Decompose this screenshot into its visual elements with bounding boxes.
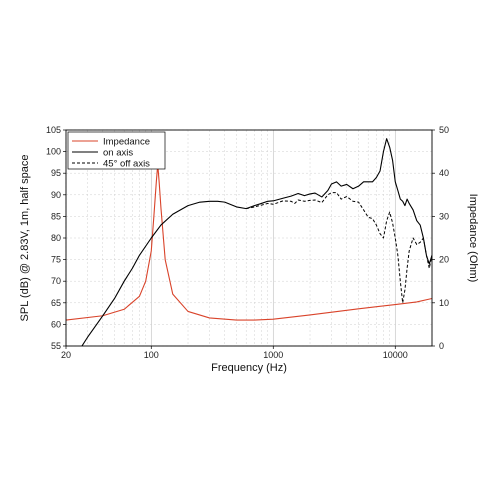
legend: Impedance on axis 45° off axis <box>67 131 166 170</box>
y-left-axis-title: SPL (dB) @ 2.83V, 1m, half space <box>19 155 31 322</box>
y-right-tick-label: 0 <box>439 341 444 351</box>
x-tick-label: 1000 <box>263 350 283 360</box>
y-left-tick-label: 100 <box>46 147 61 157</box>
off-axis-45-curve <box>246 192 432 304</box>
impedance-curve <box>66 164 432 321</box>
y-right-tick-label: 10 <box>439 298 449 308</box>
series-layer <box>66 138 432 346</box>
y-left-tick-label: 105 <box>46 125 61 135</box>
y-right-axis-title: Impedance (Ohm) <box>467 194 479 283</box>
y-left-tick-label: 55 <box>51 341 61 351</box>
y-left-tick-label: 85 <box>51 211 61 221</box>
y-left-tick-label: 60 <box>51 319 61 329</box>
y-left-tick-label: 95 <box>51 168 61 178</box>
tick-layer: 55 60 65 70 75 80 85 90 95 100 105 0 10 20 30 40 50 20 100… <box>46 125 449 360</box>
x-tick-label: 100 <box>144 350 159 360</box>
x-tick-label: 10000 <box>383 350 408 360</box>
y-left-tick-label: 70 <box>51 276 61 286</box>
y-right-tick-label: 30 <box>439 211 449 221</box>
legend-label-impedance: Impedance <box>103 137 150 148</box>
x-tick-label: 20 <box>61 350 71 360</box>
y-right-tick-label: 40 <box>439 168 449 178</box>
y-right-tick-label: 20 <box>439 255 449 265</box>
x-axis-title: Frequency (Hz) <box>211 362 287 374</box>
legend-label-off-axis: 45° off axis <box>103 159 150 170</box>
y-left-tick-label: 90 <box>51 190 61 200</box>
legend-label-on-axis: on axis <box>103 148 133 159</box>
on-axis-curve <box>81 138 432 346</box>
y-left-tick-label: 80 <box>51 233 61 243</box>
y-right-tick-label: 50 <box>439 125 449 135</box>
y-left-tick-label: 65 <box>51 298 61 308</box>
y-left-tick-label: 75 <box>51 255 61 265</box>
